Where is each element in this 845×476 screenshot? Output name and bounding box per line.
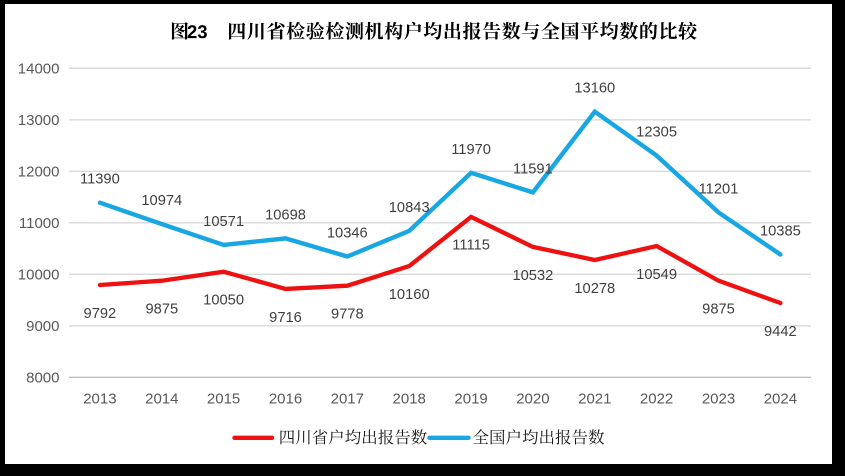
svg-text:10278: 10278 bbox=[574, 281, 615, 297]
svg-text:11115: 11115 bbox=[452, 238, 490, 254]
svg-text:10843: 10843 bbox=[389, 200, 430, 216]
svg-text:9442: 9442 bbox=[764, 324, 797, 340]
svg-text:10549: 10549 bbox=[636, 267, 677, 283]
svg-text:10346: 10346 bbox=[327, 225, 368, 241]
svg-text:2022: 2022 bbox=[640, 391, 673, 408]
svg-text:11201: 11201 bbox=[699, 181, 739, 197]
svg-text:10974: 10974 bbox=[141, 193, 182, 209]
svg-text:2016: 2016 bbox=[269, 391, 302, 408]
svg-text:2018: 2018 bbox=[393, 391, 426, 408]
svg-text:13000: 13000 bbox=[18, 112, 60, 129]
svg-text:9792: 9792 bbox=[84, 306, 117, 322]
svg-text:2013: 2013 bbox=[83, 391, 116, 408]
svg-text:2015: 2015 bbox=[207, 391, 240, 408]
svg-text:11970: 11970 bbox=[451, 142, 491, 158]
svg-text:10160: 10160 bbox=[389, 287, 430, 303]
svg-text:10050: 10050 bbox=[203, 293, 244, 309]
svg-text:2020: 2020 bbox=[516, 391, 549, 408]
svg-text:10000: 10000 bbox=[18, 267, 60, 284]
svg-text:12000: 12000 bbox=[18, 164, 60, 181]
svg-text:10571: 10571 bbox=[203, 214, 244, 230]
svg-text:2024: 2024 bbox=[764, 391, 797, 408]
svg-text:9716: 9716 bbox=[269, 310, 302, 326]
svg-text:9875: 9875 bbox=[145, 302, 178, 318]
svg-text:9000: 9000 bbox=[26, 318, 59, 335]
svg-text:10698: 10698 bbox=[265, 207, 306, 223]
svg-text:13160: 13160 bbox=[574, 81, 615, 97]
svg-text:2014: 2014 bbox=[145, 391, 178, 408]
svg-text:11390: 11390 bbox=[80, 172, 120, 188]
svg-text:11591: 11591 bbox=[513, 161, 553, 177]
svg-text:8000: 8000 bbox=[26, 370, 59, 387]
svg-text:9875: 9875 bbox=[702, 302, 735, 318]
svg-text:2021: 2021 bbox=[578, 391, 611, 408]
svg-text:2019: 2019 bbox=[454, 391, 487, 408]
svg-text:10385: 10385 bbox=[760, 223, 801, 239]
svg-text:2023: 2023 bbox=[702, 391, 735, 408]
svg-text:9778: 9778 bbox=[331, 307, 364, 323]
svg-text:11000: 11000 bbox=[19, 215, 60, 232]
svg-text:2017: 2017 bbox=[331, 391, 364, 408]
svg-text:10532: 10532 bbox=[512, 268, 553, 284]
svg-text:12305: 12305 bbox=[636, 125, 677, 141]
svg-text:14000: 14000 bbox=[18, 61, 60, 78]
